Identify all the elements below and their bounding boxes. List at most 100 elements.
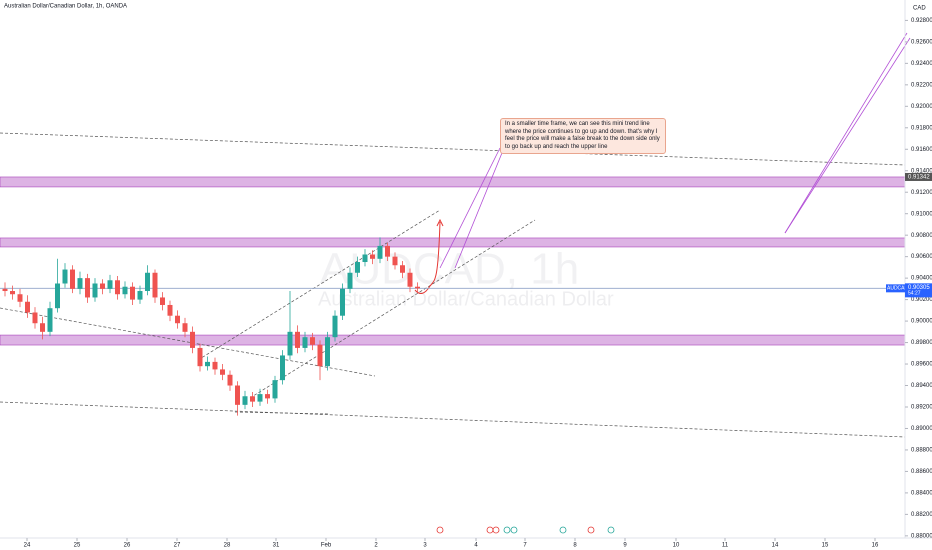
x-tick-label: 11	[722, 543, 729, 549]
candle-body	[332, 315, 338, 338]
projection-arrow	[414, 218, 444, 294]
x-tick-label: 8	[573, 543, 577, 549]
x-tick-label: 31	[273, 543, 280, 549]
y-tick-label: 0.89400	[911, 383, 932, 389]
candle-body	[197, 347, 203, 367]
candle-body	[257, 394, 263, 402]
candle-body	[62, 269, 68, 284]
countdown-label: 54:27	[908, 291, 921, 297]
candle-body	[325, 337, 330, 367]
candle-body	[115, 280, 120, 295]
price-tag	[905, 283, 932, 298]
x-tick-label: 14	[772, 543, 779, 549]
y-tick-label: 0.91400	[911, 168, 932, 174]
y-tick-label: 0.88000	[911, 533, 932, 539]
candle-body	[250, 396, 255, 402]
last-price-label: 0.90305	[908, 285, 930, 291]
candle-body	[70, 269, 75, 289]
candle-body	[160, 297, 165, 305]
event-icons	[503, 526, 615, 534]
y-tick-label: 0.89600	[911, 362, 932, 368]
y-tick-label: 0.90400	[911, 276, 932, 282]
y-tick-label: 0.92000	[911, 104, 932, 110]
candle-body	[182, 323, 188, 332]
y-tick-label: 0.90600	[911, 254, 932, 260]
candle-body	[392, 256, 398, 266]
y-tick-label: 0.89200	[911, 405, 932, 411]
candle-body	[145, 272, 150, 292]
candle-body	[10, 291, 15, 295]
x-tick-label: 15	[822, 543, 829, 549]
y-tick-label: 0.92800	[911, 18, 932, 24]
candle-body	[130, 286, 135, 300]
y-tick-label: 0.92200	[911, 82, 932, 88]
candle-body	[227, 374, 233, 386]
candle-body	[175, 315, 180, 324]
annotation: In a smaller time frame, we can see this…	[500, 118, 666, 154]
candle-body	[415, 286, 420, 289]
y-tick-label: 0.88600	[911, 469, 932, 475]
candle-body	[370, 254, 375, 259]
x-tick-label: 26	[124, 543, 131, 549]
x-tick-label: 3	[423, 543, 427, 549]
zone	[0, 334, 906, 346]
x-tick-label: 9	[623, 543, 627, 549]
candle-body	[40, 323, 45, 332]
candle-body	[100, 283, 105, 289]
x-tick-label: 24	[24, 543, 31, 549]
chart-title: Australian Dollar/Canadian Dollar, 1h, O…	[4, 4, 127, 10]
y-tick-label: 0.90200	[911, 297, 932, 303]
currency-label: CAD	[913, 6, 926, 12]
y-tick-label: 0.91000	[911, 211, 932, 217]
symbol-label: AUDCAD	[887, 286, 909, 292]
candle-body	[25, 301, 30, 313]
candle-body	[212, 361, 218, 370]
y-tick-label: 0.92600	[911, 39, 932, 45]
candle-body	[400, 265, 405, 273]
candle-body	[385, 245, 390, 257]
candle-body	[205, 361, 210, 367]
candle-body	[302, 337, 308, 348]
target-lines	[439, 32, 911, 269]
candle-body	[265, 394, 270, 399]
candle-body	[280, 355, 285, 381]
trend-lines	[0, 132, 906, 438]
candle-body	[317, 344, 323, 367]
candle-body	[122, 286, 128, 295]
candle-body	[137, 291, 143, 300]
candle-body	[55, 283, 60, 309]
y-tick-label: 0.90800	[911, 233, 932, 239]
x-tick-label: 2	[374, 543, 378, 549]
watermark: AUDCAD, 1h	[320, 245, 579, 294]
level-label: 0.91342	[908, 175, 930, 181]
symbol-tag	[886, 284, 905, 293]
candle-body	[190, 331, 195, 348]
y-tick-label: 0.91600	[911, 147, 932, 153]
level-tag	[905, 172, 932, 181]
x-tick-label: 28	[224, 543, 231, 549]
y-tick-label: 0.90000	[911, 319, 932, 325]
x-tick-label: 7	[523, 543, 527, 549]
y-tick-label: 0.91200	[911, 190, 932, 196]
candle-body	[407, 272, 413, 287]
candle-body	[220, 369, 225, 375]
y-tick-label: 0.92400	[911, 61, 932, 67]
x-tick-label: 27	[174, 543, 181, 549]
candle-body	[242, 396, 248, 405]
x-tick-label: 16	[872, 543, 879, 549]
candle-body	[310, 337, 315, 345]
event-icons	[436, 526, 595, 534]
candle-body	[77, 278, 83, 289]
candle-body	[272, 380, 278, 399]
candle-body	[377, 245, 383, 259]
y-tick-label: 0.88800	[911, 448, 932, 454]
candle-body	[17, 294, 23, 302]
candle-body	[355, 262, 360, 273]
candle-body	[340, 288, 345, 316]
candle-body	[347, 272, 353, 289]
zone	[0, 176, 906, 188]
candle-body	[152, 272, 158, 298]
candle-body	[32, 312, 38, 324]
